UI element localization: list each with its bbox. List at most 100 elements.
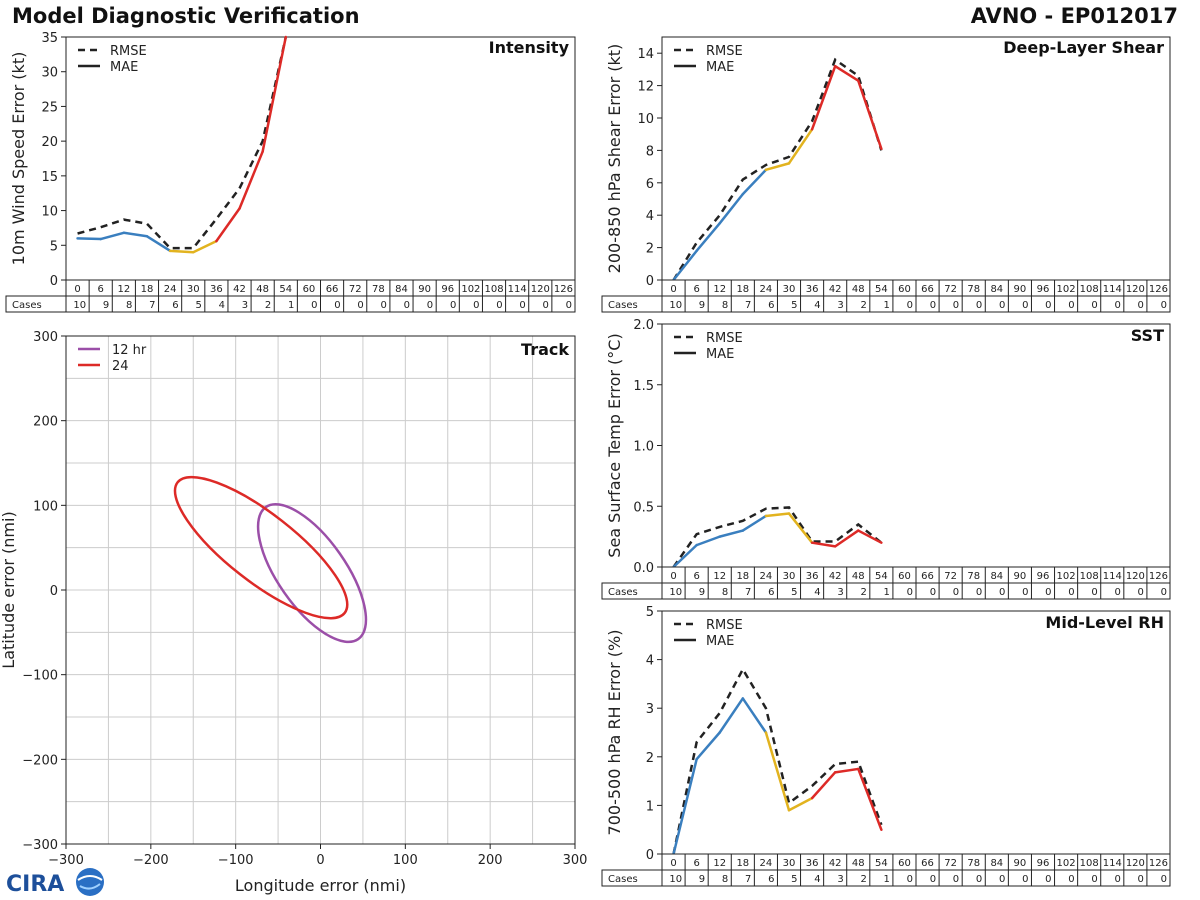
intensity-case-count: 0 (542, 300, 548, 311)
sst-hour-label: 18 (736, 571, 749, 582)
track-xtick-label: −300 (48, 853, 84, 868)
shear-ylabel: 200-850 hPa Shear Error (kt) (605, 44, 624, 274)
rh-ytick-label: 0 (646, 848, 654, 863)
logo-globe-icon (76, 868, 104, 896)
intensity-legend-mae-label: MAE (110, 60, 138, 75)
intensity-ytick-label: 25 (41, 100, 58, 115)
intensity-mae-segment (192, 239, 218, 254)
shear-frame (661, 36, 1171, 281)
track-xtick-label: 300 (563, 853, 588, 868)
sst-case-count: 0 (930, 587, 936, 598)
shear-hour-label: 24 (760, 284, 773, 295)
intensity-cases-row (5, 295, 576, 313)
rh-case-count: 10 (669, 874, 682, 885)
shear-case-count: 0 (1138, 300, 1144, 311)
rh-case-count: 9 (699, 874, 705, 885)
shear-ytick-label: 12 (637, 80, 654, 95)
rh-hour-label: 72 (944, 858, 957, 869)
shear-mae-segment (672, 249, 698, 282)
rh-case-count: 0 (907, 874, 913, 885)
sst-case-count: 0 (999, 587, 1005, 598)
rh-ytick-label: 3 (646, 702, 654, 717)
rh-cases-row (601, 869, 1171, 887)
intensity-hour-label: 12 (117, 284, 130, 295)
intensity-hour-label: 24 (164, 284, 177, 295)
intensity-hour-label: 126 (554, 284, 573, 295)
rh-ytick-label: 1 (646, 799, 654, 814)
sst-case-count: 0 (1138, 587, 1144, 598)
intensity-hour-label: 0 (74, 284, 80, 295)
intensity-ytick-label: 5 (50, 239, 58, 254)
sst-ytick-label: 0.0 (633, 561, 654, 576)
track-ytick-label: 300 (33, 330, 58, 345)
rh-mae-segment (741, 697, 768, 734)
shear-hour-label: 0 (670, 284, 676, 295)
shear-case-count: 0 (1161, 300, 1167, 311)
sst-case-count: 10 (669, 587, 682, 598)
rh-case-count: 6 (768, 874, 774, 885)
intensity-case-count: 2 (265, 300, 271, 311)
track-ytick-label: −100 (22, 669, 58, 684)
rh-hour-label: 120 (1126, 858, 1145, 869)
rh-hour-label: 102 (1057, 858, 1076, 869)
intensity-hour-label: 114 (508, 284, 527, 295)
intensity-case-count: 5 (195, 300, 201, 311)
track-legend-24hr-label: 24 (112, 359, 129, 374)
rh-mae-segment (857, 767, 883, 831)
track-xtick-label: −200 (133, 853, 169, 868)
intensity-case-count: 7 (149, 300, 155, 311)
intensity-legend-rmse-label: RMSE (110, 44, 147, 59)
rh-hour-label: 18 (736, 858, 749, 869)
intensity-ytick-label: 10 (41, 205, 58, 220)
sst-hour-label: 0 (670, 571, 676, 582)
shear-mae-segment (741, 168, 768, 196)
sst-case-count: 9 (699, 587, 705, 598)
intensity-mae-segment (238, 150, 264, 210)
shear-case-count: 0 (976, 300, 982, 311)
shear-hour-label: 102 (1057, 284, 1076, 295)
track-ytick-label: −200 (22, 753, 58, 768)
shear-title: Deep-Layer Shear (1003, 38, 1164, 57)
shear-case-count: 0 (1045, 300, 1051, 311)
rh-case-count: 0 (976, 874, 982, 885)
rh-mae-segment (764, 731, 791, 812)
shear-hour-label: 78 (967, 284, 980, 295)
intensity-hour-label: 42 (233, 284, 246, 295)
rh-title: Mid-Level RH (1045, 613, 1164, 632)
intensity-case-count: 1 (288, 300, 294, 311)
sst-hour-label: 36 (806, 571, 819, 582)
rh-case-count: 0 (1045, 874, 1051, 885)
sst-hour-label: 54 (875, 571, 888, 582)
intensity-cases-label: Cases (12, 300, 42, 311)
rh-case-count: 0 (1161, 874, 1167, 885)
rh-hour-label: 0 (670, 858, 676, 869)
shear-case-count: 1 (884, 300, 890, 311)
sst-ytick-label: 2.0 (633, 318, 654, 333)
rh-case-count: 5 (791, 874, 797, 885)
rh-mae-segment (672, 757, 698, 856)
intensity-ytick-label: 20 (41, 135, 58, 150)
track-xlabel: Longitude error (nmi) (235, 876, 406, 895)
rh-hour-label: 60 (898, 858, 911, 869)
rh-hour-label: 42 (829, 858, 842, 869)
shear-cases-label: Cases (608, 300, 638, 311)
rh-hour-label: 78 (967, 858, 980, 869)
rh-case-count: 8 (722, 874, 728, 885)
intensity-case-count: 0 (311, 300, 317, 311)
rh-case-count: 2 (860, 874, 866, 885)
sst-case-count: 0 (1114, 587, 1120, 598)
page-title: Model Diagnostic Verification (12, 4, 360, 28)
track-xtick-label: 0 (316, 853, 324, 868)
intensity-mae-segment (261, 35, 288, 153)
intensity-mae-segment (99, 231, 126, 241)
sst-legend-mae-label: MAE (706, 347, 734, 362)
sst-hour-label: 126 (1149, 571, 1168, 582)
intensity-case-count: 0 (566, 300, 572, 311)
shear-case-count: 0 (999, 300, 1005, 311)
shear-ytick-label: 10 (637, 112, 654, 127)
shear-case-count: 3 (837, 300, 843, 311)
shear-hour-label: 114 (1103, 284, 1122, 295)
rh-rmse-line (672, 666, 883, 855)
rh-case-count: 3 (837, 874, 843, 885)
shear-case-count: 9 (699, 300, 705, 311)
